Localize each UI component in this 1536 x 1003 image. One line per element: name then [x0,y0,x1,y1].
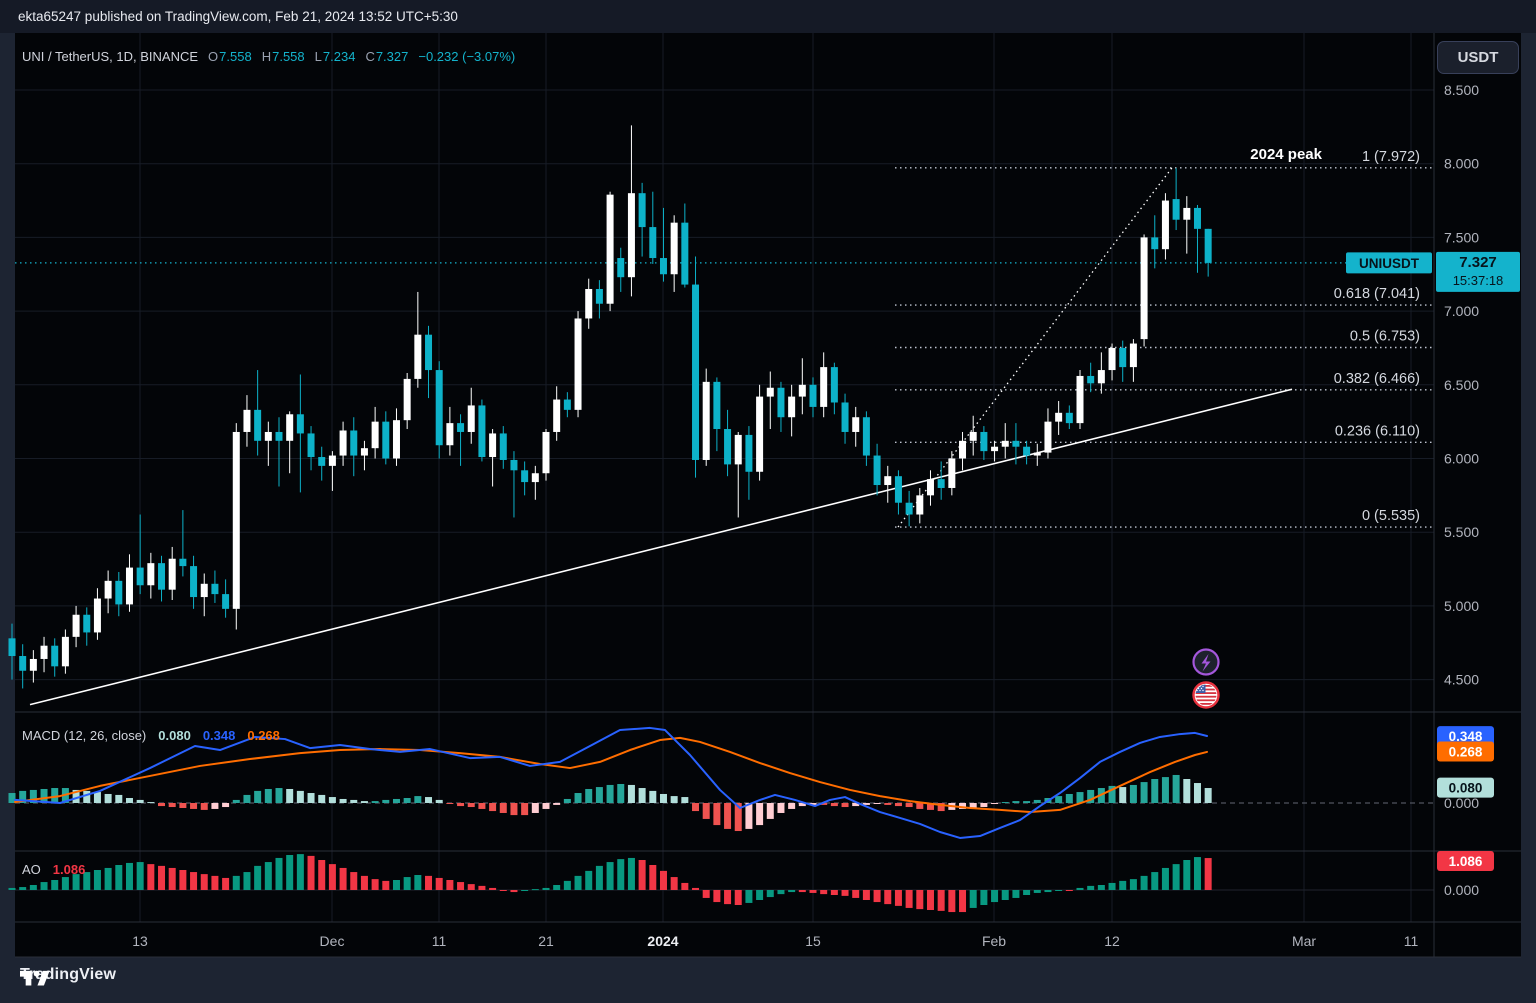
svg-text:13: 13 [132,933,148,949]
svg-text:1 (7.972): 1 (7.972) [1362,149,1420,165]
svg-text:Mar: Mar [1292,933,1316,949]
macd-histogram [8,774,1212,832]
svg-text:Feb: Feb [982,933,1006,949]
svg-text:0.236 (6.110): 0.236 (6.110) [1335,423,1420,439]
tradingview-logo-icon [20,970,50,986]
ohlc-close: C 7.327 [365,48,409,64]
fib-baseline-dotted [897,167,1173,528]
svg-text:0.000: 0.000 [1444,882,1479,898]
macd-signal-line [14,736,1208,814]
macd-line [14,726,1208,839]
svg-text:0.5 (6.753): 0.5 (6.753) [1350,329,1420,345]
svg-text:6.000: 6.000 [1444,451,1479,467]
ao-title: AO [22,862,41,877]
svg-text:15: 15 [805,933,821,949]
macd-title: MACD (12, 26, close) [22,728,147,743]
support-trendline [29,388,1293,706]
macd-signal-value: 0.268 [247,728,280,743]
svg-text:5.000: 5.000 [1444,598,1479,614]
symbol-title: UNI / TetherUS, 1D, BINANCE [22,48,199,64]
symbol-price-tag: UNIUSDT [1346,252,1432,274]
price-axis[interactable]: 8.500 8.000 7.500 7.000 6.500 6.000 5.500 5.000… [1444,82,1479,688]
svg-text:8.000: 8.000 [1444,156,1479,172]
ao-legend: AO 1.086 [22,862,85,877]
change-value: −0.232 (−3.07%) [418,48,516,64]
svg-text:0.382 (6.466): 0.382 (6.466) [1334,371,1420,387]
macd-hist-value: 0.080 [158,728,191,743]
svg-text:4.500: 4.500 [1444,672,1479,688]
svg-text:2024: 2024 [647,933,678,949]
tradingview-logo[interactable]: TradingView [20,966,116,986]
trendlines [29,167,1293,706]
publish-bar: ekta65247 published on TradingView.com, … [0,0,1536,33]
svg-text:0.618 (7.041): 0.618 (7.041) [1334,286,1420,302]
svg-text:7.000: 7.000 [1444,303,1479,319]
ohlc-open: O 7.558 [208,48,252,64]
ao-value: 1.086 [52,862,86,877]
svg-text:21: 21 [538,933,554,949]
svg-text:UNIUSDT: UNIUSDT [1359,256,1420,271]
macd-line-value: 0.348 [202,728,236,743]
svg-text:0.080: 0.080 [1449,781,1483,796]
svg-text:5.500: 5.500 [1444,524,1479,540]
peak-annotation: 2024 peak [1250,146,1322,163]
publish-text: ekta65247 published on TradingView.com, … [18,9,458,24]
candlestick-layer [8,125,1212,689]
lightning-icon[interactable] [1192,648,1220,676]
time-axis[interactable]: 13 Dec 11 21 2024 15 Feb 12 Mar 11 [132,933,1418,949]
svg-text:0.000: 0.000 [1444,795,1479,811]
svg-text:6.500: 6.500 [1444,377,1479,393]
svg-text:1.086: 1.086 [1449,854,1483,869]
us-flag-icon[interactable] [1192,681,1220,709]
svg-text:0 (5.535): 0 (5.535) [1362,508,1420,524]
svg-text:8.500: 8.500 [1444,82,1479,98]
gridlines [15,33,1434,922]
svg-text:7.327: 7.327 [1459,254,1497,271]
ao-axis-tag: 1.086 0.000 [1437,851,1494,898]
macd-legend: MACD (12, 26, close) 0.080 0.348 0.268 [22,728,280,743]
fib-retracement: 1 (7.972) 0.618 (7.041) 0.5 (6.753) 0.382 (… [895,146,1434,528]
svg-text:15:37:18: 15:37:18 [1453,273,1504,288]
svg-text:11: 11 [1404,933,1419,949]
svg-text:0.348: 0.348 [1449,729,1483,744]
ohlc-high: H 7.558 [261,48,305,64]
svg-text:11: 11 [432,933,447,949]
svg-text:Dec: Dec [320,933,345,949]
price-tag: 7.327 15:37:18 [1436,251,1520,292]
symbol-legend: UNI / TetherUS, 1D, BINANCE O 7.558 H 7.… [22,47,515,65]
ohlc-low: L 7.234 [314,48,356,64]
svg-text:7.500: 7.500 [1444,229,1479,245]
currency-toggle-button[interactable]: USDT [1437,41,1519,74]
ao-histogram [8,854,1212,913]
pane-separators [15,33,1521,958]
svg-text:12: 12 [1104,933,1120,949]
svg-text:0.268: 0.268 [1449,745,1483,760]
